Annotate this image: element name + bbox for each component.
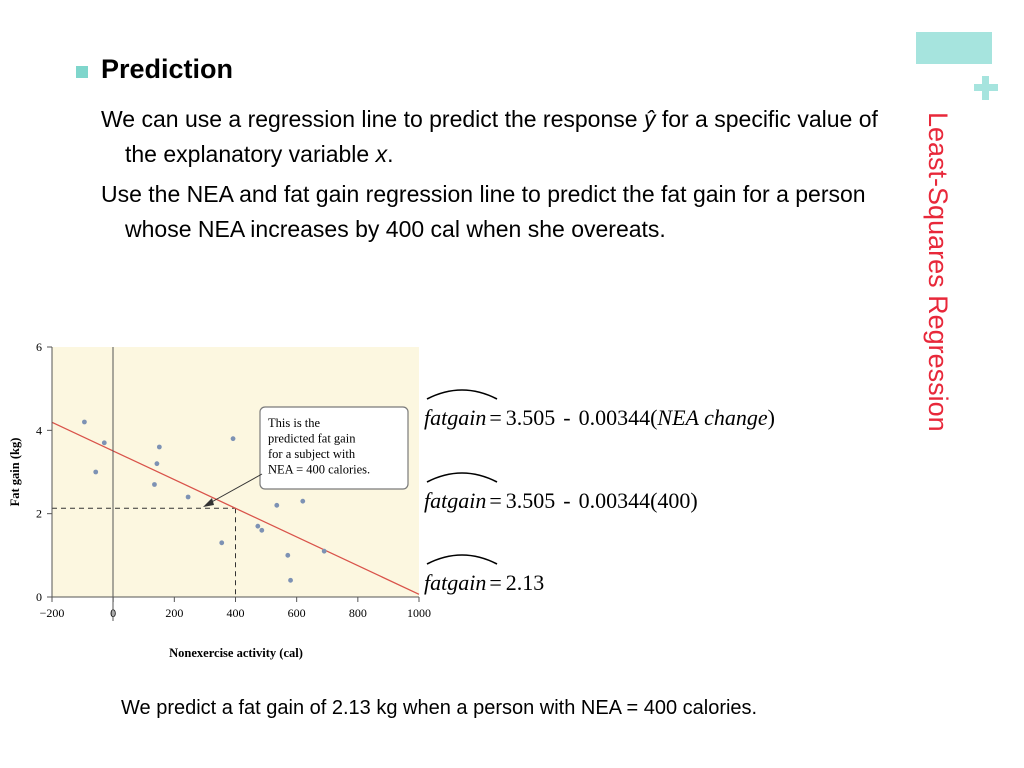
hat-arc-icon: [426, 389, 498, 400]
plus-icon: [972, 74, 1000, 102]
equation-result: fatgain = 2.13: [424, 554, 544, 596]
x-symbol: x: [375, 141, 388, 167]
data-point: [255, 523, 261, 529]
x-tick-label: 600: [288, 606, 306, 620]
y-tick-label: 2: [36, 507, 42, 521]
slide-heading: Prediction: [101, 54, 234, 84]
bullet-square-icon: [76, 66, 88, 78]
data-point: [185, 494, 191, 500]
accent-bar: [916, 32, 992, 64]
hat-arc-icon: [426, 554, 498, 565]
data-point: [300, 498, 306, 504]
x-tick-label: −200: [40, 606, 65, 620]
conclusion-text: We predict a fat gain of 2.13 kg when a …: [121, 697, 758, 719]
x-tick-label: 400: [227, 606, 245, 620]
y-tick-label: 6: [36, 340, 42, 354]
data-point: [82, 419, 87, 425]
data-point: [285, 552, 291, 558]
x-tick-label: 0: [110, 606, 116, 620]
x-ticks: −200 0 200 400 600 800 1000: [40, 597, 431, 620]
prediction-guides: [52, 507, 236, 597]
data-point: [219, 540, 225, 546]
annotation-text: This is the predicted fat gain for a subje…: [268, 416, 370, 477]
x-axis-label: Nonexercise activity (cal): [169, 646, 303, 660]
data-point: [274, 502, 280, 508]
annotation-arrow: [207, 473, 263, 505]
data-point: [154, 461, 160, 467]
y-tick-label: 0: [36, 590, 42, 604]
hat-arc-icon: [426, 472, 498, 483]
x-tick-label: 1000: [407, 606, 431, 620]
annotation-box: [259, 406, 409, 490]
equation-general: fatgain = 3.505-0.00344(NEA change): [424, 389, 775, 431]
x-tick-label: 200: [165, 606, 183, 620]
paragraph-prediction: We can use a regression line to predict …: [101, 106, 878, 167]
scatter-chart: −200 0 200 400 600 800 1000 0 2 4 6 Nonexercise a…: [8, 340, 431, 660]
data-point: [321, 548, 327, 554]
annotation-arrowhead: [203, 498, 214, 507]
data-point: [152, 482, 157, 487]
data-point: [93, 469, 99, 475]
slide-side-title: Least-Squares Regression: [923, 112, 953, 432]
fatgain-hat-2: fatgain: [424, 472, 498, 514]
paragraph-task: Use the NEA and fat gain regression line…: [101, 181, 866, 242]
equation-substituted: fatgain = 3.505-0.00344(400): [424, 472, 698, 514]
data-point: [156, 444, 162, 450]
y-tick-label: 4: [36, 423, 42, 437]
fatgain-hat-1: fatgain: [424, 389, 498, 431]
y-ticks: 0 2 4 6: [36, 340, 52, 604]
annotation-callout: This is the predicted fat gain for a subje…: [203, 406, 409, 507]
y-hat-symbol: ŷ: [643, 106, 656, 132]
data-point: [259, 527, 265, 533]
data-point: [101, 440, 107, 446]
data-points: [82, 419, 327, 583]
x-tick-label: 800: [349, 606, 367, 620]
fatgain-hat-3: fatgain: [424, 554, 498, 596]
y-axis-label: Fat gain (kg): [8, 438, 22, 507]
data-point: [230, 436, 236, 442]
data-point: [288, 577, 293, 583]
